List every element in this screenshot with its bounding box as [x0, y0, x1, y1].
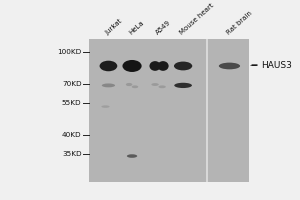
Ellipse shape	[101, 105, 110, 108]
Text: 35KD: 35KD	[62, 151, 82, 157]
Ellipse shape	[158, 85, 166, 88]
Text: A549: A549	[154, 19, 172, 36]
Text: 40KD: 40KD	[62, 132, 82, 138]
Text: Jurkat: Jurkat	[104, 18, 124, 36]
Ellipse shape	[100, 61, 117, 71]
Ellipse shape	[149, 61, 161, 71]
Ellipse shape	[174, 83, 192, 88]
Text: —: —	[250, 62, 256, 68]
FancyBboxPatch shape	[208, 39, 249, 182]
Ellipse shape	[126, 83, 132, 86]
Text: 100KD: 100KD	[57, 49, 82, 55]
FancyBboxPatch shape	[206, 39, 208, 182]
Text: HAUS3: HAUS3	[261, 61, 292, 70]
Text: Mouse heart: Mouse heart	[179, 2, 215, 36]
Text: 55KD: 55KD	[62, 100, 82, 106]
Ellipse shape	[132, 85, 138, 88]
Ellipse shape	[127, 154, 137, 158]
Ellipse shape	[174, 62, 192, 70]
Ellipse shape	[122, 60, 142, 72]
Ellipse shape	[102, 83, 115, 87]
FancyBboxPatch shape	[89, 39, 206, 182]
Ellipse shape	[219, 63, 240, 69]
Ellipse shape	[158, 61, 169, 71]
Text: 70KD: 70KD	[62, 81, 82, 87]
Text: Rat brain: Rat brain	[225, 10, 253, 36]
Text: HeLa: HeLa	[128, 20, 145, 36]
Ellipse shape	[152, 83, 159, 86]
